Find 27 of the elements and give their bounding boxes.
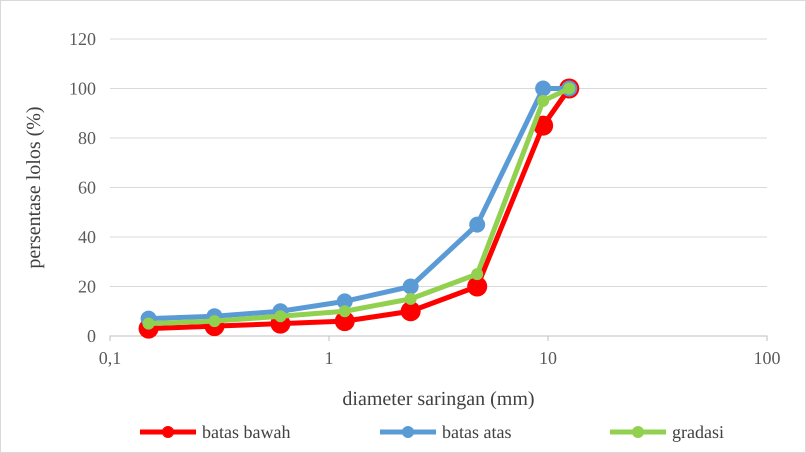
- y-tick-label: 20: [78, 276, 96, 296]
- x-tick-label: 0,1: [98, 348, 122, 368]
- y-tick-label: 100: [69, 78, 96, 98]
- y-axis-title: persentase lolos (%): [23, 106, 45, 269]
- x-tick-label: 100: [754, 348, 780, 368]
- point: [400, 301, 421, 322]
- point: [208, 315, 220, 328]
- x-axis-title: diameter saringan (mm): [342, 388, 535, 410]
- legend-label: batas bawah: [202, 422, 290, 442]
- x-tick-label: 1: [324, 348, 334, 368]
- legend-label: gradasi: [672, 422, 724, 442]
- point: [402, 278, 419, 294]
- point: [537, 94, 550, 107]
- point: [274, 310, 286, 322]
- y-tick-label: 60: [78, 177, 96, 198]
- y-tick-label: 40: [78, 226, 96, 247]
- point: [338, 305, 351, 318]
- point: [404, 292, 417, 305]
- y-tick-label: 120: [69, 28, 96, 49]
- y-tick-label: 80: [78, 128, 96, 148]
- point: [471, 268, 484, 280]
- legend-label: batas atas: [442, 422, 512, 442]
- y-tick-label: 0: [87, 326, 96, 346]
- x-tick-label: 10: [539, 348, 557, 368]
- point: [469, 216, 486, 233]
- point: [535, 80, 552, 96]
- point: [467, 276, 488, 296]
